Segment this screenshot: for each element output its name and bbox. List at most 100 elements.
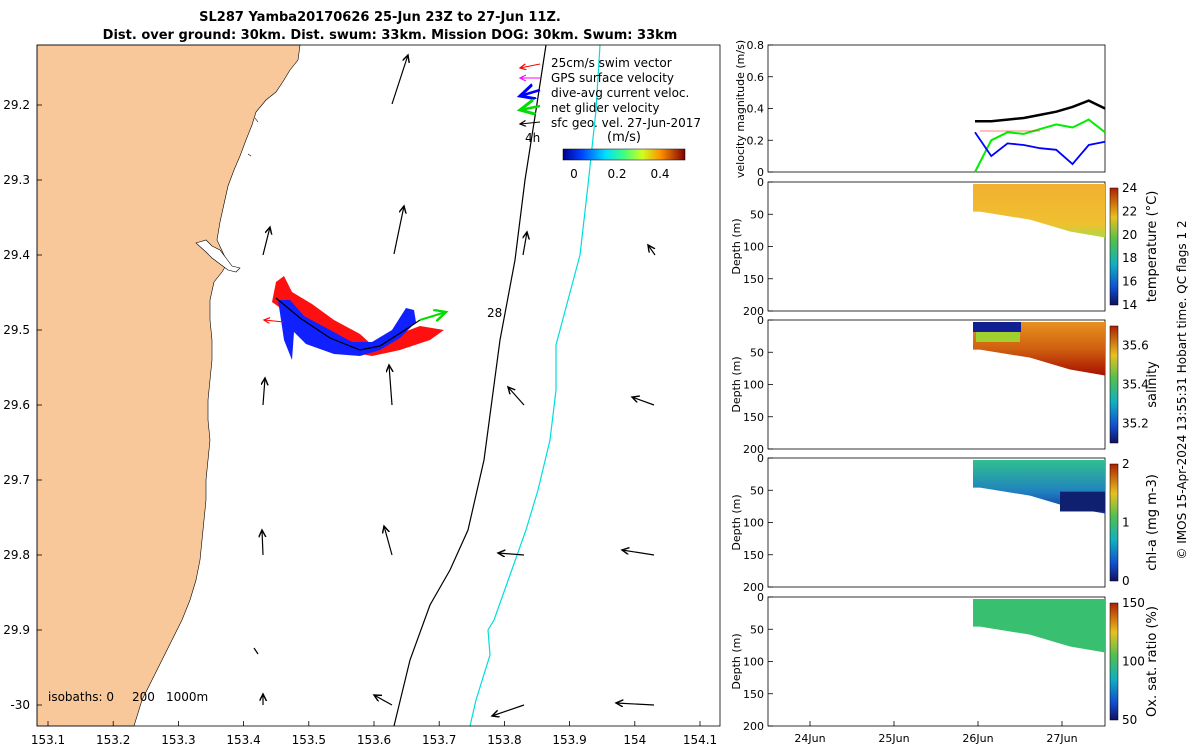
depth-tick-0: 0	[757, 314, 764, 327]
velocity-series	[974, 99, 1106, 173]
depth-tick-100: 100	[743, 517, 764, 530]
depth-tick-50: 50	[750, 346, 764, 359]
section-colorbar	[1109, 463, 1119, 582]
colorbar-tick-0: 0	[570, 167, 578, 181]
time-tick-27Jun: 27Jun	[1046, 732, 1077, 745]
series-dive-avg-current	[974, 131, 1106, 166]
map-y-tick-29.2: 29.2	[3, 98, 30, 112]
depth-tick-0: 0	[757, 591, 764, 604]
time-tick-24Jun: 24Jun	[794, 732, 825, 745]
section-ylabel: Depth (m)	[730, 633, 743, 689]
map-y-tick-29.6: 29.6	[3, 398, 30, 412]
legend-sfc-geo-velocity: sfc geo. vel. 27-Jun-2017	[551, 116, 701, 130]
section-colorbar	[1109, 602, 1119, 721]
time-tick-26Jun: 26Jun	[962, 732, 993, 745]
isobath-1000-label: 1000m	[166, 690, 208, 704]
depth-tick-150: 150	[743, 411, 764, 424]
section-ylabel: Depth (m)	[730, 494, 743, 550]
depth-tick-150: 150	[743, 549, 764, 562]
time-tick-labels: 24Jun 25Jun 26Jun 27Jun	[794, 721, 1078, 745]
map-x-tick-153.1: 153.1	[31, 733, 65, 747]
isobath-200-label: 200	[132, 690, 155, 704]
depth-tick-100: 100	[743, 656, 764, 669]
colorbar-tick-22: 22	[1122, 204, 1137, 218]
velocity-y-tick-labels: 0 0.2 0.4 0.6 0.8	[747, 39, 773, 179]
section-colorbar-label: temperature (°C)	[1145, 191, 1160, 303]
coastline-land	[36, 44, 301, 727]
colorbar-tick-0.2: 0.2	[607, 167, 626, 181]
map-y-tick-29.9: 29.9	[3, 623, 30, 637]
section-panel-2: 0 50 100 150 200 Depth (m) 35.2 35.4 35.6 salinit…	[730, 314, 1160, 456]
colorbar-tick-24: 24	[1122, 181, 1137, 195]
map-x-tick-153.8: 153.8	[487, 733, 521, 747]
velocity-y-tick-0.8: 0.8	[747, 39, 765, 52]
velocity-y-tick-0.2: 0.2	[747, 134, 765, 147]
section-panel-1: 0 50 100 150 200 Depth (m) 14 16 18 20 22 24 tempera…	[730, 176, 1160, 318]
footer-credit: © IMOS 15-Apr-2024 13:55:31 Hobart time.…	[1175, 220, 1189, 559]
map-y-tick-29.7: 29.7	[3, 473, 30, 487]
colorbar-tick-14: 14	[1122, 298, 1137, 312]
map-x-tick-153.7: 153.7	[422, 733, 456, 747]
section-ylabel: Depth (m)	[730, 218, 743, 274]
legend-dive-avg-current: dive-avg current veloc.	[551, 86, 689, 100]
legend-swim-vector: 25cm/s swim vector	[551, 56, 672, 70]
colorbar-tick-50: 50	[1122, 713, 1137, 727]
depth-tick-0: 0	[757, 452, 764, 465]
colorbar-tick-18: 18	[1122, 251, 1137, 265]
colorbar-unit: (m/s)	[607, 130, 641, 145]
time-label-28: 28	[487, 306, 502, 320]
colorbar-tick-16: 16	[1122, 275, 1137, 289]
map-x-tick-153.4: 153.4	[226, 733, 260, 747]
section-panel-3: 0 50 100 150 200 Depth (m) 0 1 2 chl-a (mg m-3)	[730, 452, 1160, 594]
map-y-tick-29.4: 29.4	[3, 248, 30, 262]
isobath-1000	[469, 44, 601, 727]
colorbar-tick-0: 0	[1122, 574, 1130, 588]
map-y-tick-29.5: 29.5	[3, 323, 30, 337]
river-outline	[195, 239, 241, 273]
map-x-tick-153.3: 153.3	[161, 733, 195, 747]
velocity-panel: 0 0.2 0.4 0.6 0.8 velocity magnitude (m/s)	[734, 39, 1106, 179]
depth-tick-50: 50	[750, 623, 764, 636]
section-data-fill	[973, 599, 1105, 653]
map-x-tick-153.2: 153.2	[96, 733, 130, 747]
map-y-tick-29.3: 29.3	[3, 173, 30, 187]
section-colorbar	[1109, 325, 1119, 444]
map-y-tick--30: -30	[10, 698, 30, 712]
chart-title-line2: Dist. over ground: 30km. Dist. swum: 33k…	[102, 28, 678, 43]
depth-tick-200: 200	[743, 581, 764, 594]
map-x-tick-154: 154	[623, 733, 646, 747]
isobaths-label: isobaths: 0	[48, 690, 114, 704]
series-sfc-velocity	[975, 99, 1106, 123]
section-colorbar	[1109, 187, 1119, 306]
map-y-tick-labels: 29.2 29.3 29.4 29.5 29.6 29.7 29.8 29.9 -30	[3, 98, 42, 712]
colorbar-tick-150: 150	[1122, 596, 1145, 610]
map-x-tick-153.9: 153.9	[552, 733, 586, 747]
depth-tick-50: 50	[750, 484, 764, 497]
map-x-tick-153.6: 153.6	[357, 733, 391, 747]
colorbar-tick-1: 1	[1122, 516, 1130, 530]
depth-tick-100: 100	[743, 241, 764, 254]
section-colorbar-label: salinity	[1145, 361, 1160, 408]
depth-tick-150: 150	[743, 273, 764, 286]
geo-velocity-arrows	[253, 55, 656, 716]
map-x-tick-labels: 153.1 153.2 153.3 153.4 153.5 153.6 153.7 153.8…	[31, 721, 717, 747]
time-tick-25Jun: 25Jun	[878, 732, 909, 745]
map-x-tick-154.1: 154.1	[683, 733, 717, 747]
depth-tick-150: 150	[743, 688, 764, 701]
depth-tick-0: 0	[757, 176, 764, 189]
time-label-4h: 4h	[525, 131, 540, 145]
chart-title-line1: SL287 Yamba20170626 25-Jun 23Z to 27-Jun…	[199, 10, 561, 25]
glider-track	[275, 297, 421, 351]
series-net-glider-velocity	[974, 118, 1106, 173]
isobath-200	[393, 44, 547, 727]
section-data-fill	[973, 184, 1105, 238]
map-y-tick-29.8: 29.8	[3, 548, 30, 562]
map-legend: 25cm/s swim vector GPS surface velocity …	[520, 56, 701, 130]
depth-tick-50: 50	[750, 208, 764, 221]
section-ylabel: Depth (m)	[730, 356, 743, 412]
section-colorbar-label: chl-a (mg m-3)	[1145, 474, 1160, 571]
legend-gps-velocity: GPS surface velocity	[551, 71, 674, 85]
colorbar-tick-2: 2	[1122, 457, 1130, 471]
section-colorbar-label: Ox. sat. ratio (%)	[1145, 606, 1160, 717]
depth-tick-200: 200	[743, 305, 764, 318]
